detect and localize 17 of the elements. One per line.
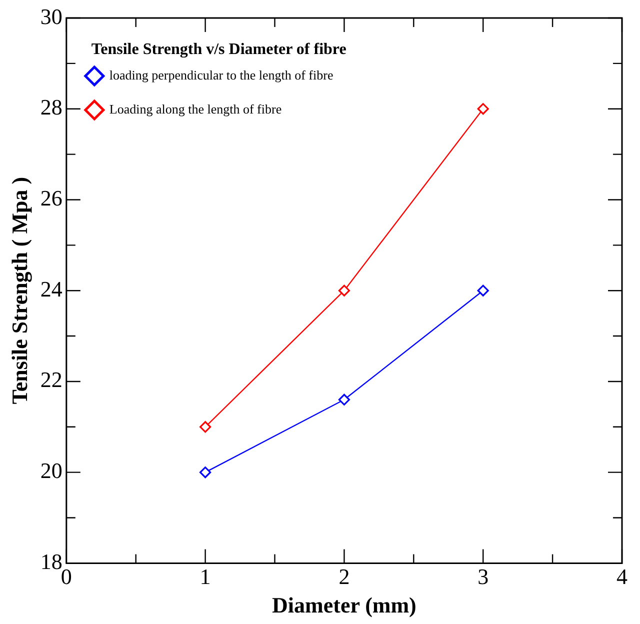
x-tick-label: 1 bbox=[200, 564, 211, 590]
x-tick-label: 3 bbox=[478, 564, 489, 590]
y-tick-label: 20 bbox=[40, 458, 62, 484]
y-axis-title: Tensile Strength ( Mpa ) bbox=[6, 176, 32, 404]
legend-label: loading perpendicular to the length of fibre bbox=[109, 67, 334, 82]
legend-label: Loading along the length of fibre bbox=[109, 101, 282, 116]
y-tick-label: 24 bbox=[40, 276, 62, 302]
y-tick-label: 22 bbox=[40, 367, 62, 392]
y-tick-label: 18 bbox=[40, 548, 62, 574]
legend-title: Tensile Strength v/s Diameter of fibre bbox=[91, 41, 346, 58]
x-tick-label: 4 bbox=[616, 564, 628, 590]
y-tick-label: 28 bbox=[40, 94, 62, 120]
y-tick-label: 26 bbox=[40, 186, 62, 211]
x-tick-label: 2 bbox=[338, 564, 350, 590]
x-tick-label: 0 bbox=[60, 564, 72, 590]
x-axis-title: Diameter (mm) bbox=[272, 592, 416, 618]
y-tick-label: 30 bbox=[40, 4, 62, 29]
